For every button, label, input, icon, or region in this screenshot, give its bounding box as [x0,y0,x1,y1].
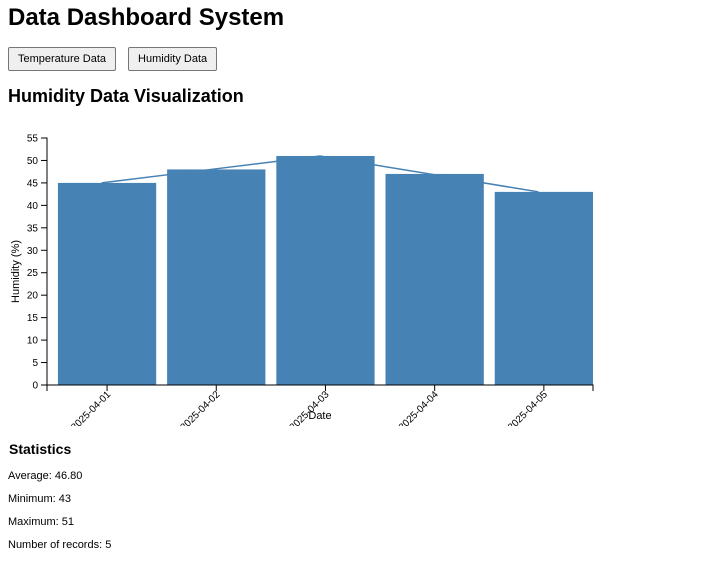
bar-2025-04-02 [167,169,266,385]
statistics-average: Average: 46.80 [8,470,83,482]
y-tick-label: 20 [27,291,39,302]
temperature-data-button[interactable]: Temperature Data [8,47,117,71]
x-axis-line [46,384,594,391]
y-tick-label: 45 [27,178,39,189]
y-axis: 0 5 10 15 20 25 30 35 40 45 50 55 [27,134,48,392]
x-tick-label: 2025-04-01 [69,389,113,426]
y-tick-label: 0 [32,381,38,392]
y-tick-label: 15 [27,313,39,324]
humidity-data-button[interactable]: Humidity Data [128,47,218,71]
visualization-title: Humidity Data Visualization [8,86,244,106]
humidity-chart: 0 5 10 15 20 25 30 35 40 45 50 55 2025-04-01 2025-04-… [10,134,594,426]
y-tick-label: 35 [27,223,39,234]
bar-2025-04-03 [276,155,375,385]
bar-2025-04-04 [385,173,484,385]
statistics-panel: Statistics Average: 46.80 Minimum: 43 Ma… [8,441,111,561]
statistics-minimum: Minimum: 43 [8,493,71,505]
y-axis-label: Humidity (%) [10,240,22,303]
bar-2025-04-05 [494,191,593,385]
statistics-count: Number of records: 5 [8,539,112,551]
y-tick-label: 50 [27,156,39,167]
bar-2025-04-01 [57,182,157,385]
statistics-maximum: Maximum: 51 [8,516,75,528]
y-tick-label: 55 [27,134,39,145]
statistics-title: Statistics [9,441,72,457]
y-tick-label: 5 [32,358,38,369]
page-title: Data Dashboard System [8,4,285,31]
y-axis-line [41,137,48,386]
x-tick-label: 2025-04-04 [397,389,441,426]
x-tick-label: 2025-04-02 [178,389,222,426]
y-tick-label: 10 [27,336,39,347]
y-tick-label: 30 [27,246,39,257]
x-axis-label: Date [308,410,331,422]
x-tick-label: 2025-04-05 [506,389,550,426]
dataset-controls: Temperature Data Humidity Data [8,47,218,71]
humidity-trend-line [101,155,539,193]
bars-group [57,155,593,385]
y-tick-label: 40 [27,201,39,212]
y-tick-label: 25 [27,268,39,279]
